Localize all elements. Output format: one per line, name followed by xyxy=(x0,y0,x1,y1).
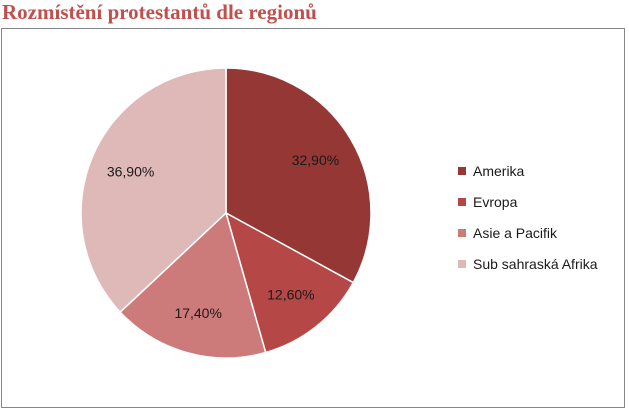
legend-swatch xyxy=(458,259,466,268)
legend: Amerika Evropa Asie a Pacifik Sub sahraská … xyxy=(458,155,598,279)
data-label-amerika: 32,90% xyxy=(292,152,339,168)
legend-swatch xyxy=(458,228,466,237)
legend-item-evropa: Evropa xyxy=(458,186,598,217)
data-label-evropa: 12,60% xyxy=(267,286,314,302)
pie-slice-sub-sahraska-afrika xyxy=(80,67,227,314)
legend-item-amerika: Amerika xyxy=(458,155,598,186)
pie-slice-asie-a-pacifik xyxy=(119,211,267,359)
pie-slice-evropa xyxy=(224,211,355,354)
legend-item-sub-sahraska-afrika: Sub sahraská Afrika xyxy=(458,248,598,279)
legend-item-asie-a-pacifik: Asie a Pacifik xyxy=(458,217,598,248)
data-label-asie-a-pacifik: 17,40% xyxy=(174,305,221,321)
data-label-sub-sahraska-afrika: 36,90% xyxy=(107,164,154,180)
pie-slice-amerika xyxy=(225,67,372,284)
legend-label: Asie a Pacifik xyxy=(473,224,558,241)
chart-title: Rozmístění protestantů dle regionů xyxy=(2,0,317,24)
legend-label: Sub sahraská Afrika xyxy=(473,255,598,272)
legend-label: Evropa xyxy=(473,193,518,210)
legend-swatch xyxy=(458,197,466,206)
legend-label: Amerika xyxy=(473,162,525,179)
legend-swatch xyxy=(458,166,466,175)
